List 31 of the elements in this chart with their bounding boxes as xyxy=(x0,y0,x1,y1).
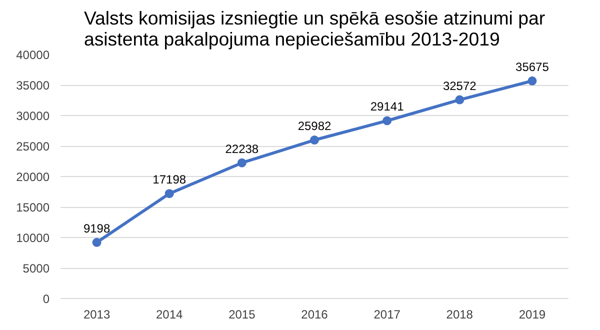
y-tick-label: 40000 xyxy=(16,48,50,62)
y-tick-label: 10000 xyxy=(16,231,50,245)
y-tick-label: 35000 xyxy=(16,78,50,92)
data-label: 9198 xyxy=(83,221,110,236)
x-tick-label: 2015 xyxy=(228,308,256,322)
x-tick-label: 2018 xyxy=(446,308,474,322)
point xyxy=(164,189,174,198)
chart-title: Valsts komisijas izsniegtie un spēkā esošie atzinumi par asistenta pakalpojuma nepieciešamību 2013-2019 xyxy=(84,8,546,50)
data-label: 35675 xyxy=(516,60,550,74)
point xyxy=(237,158,246,168)
y-tick-label: 15000 xyxy=(16,200,50,214)
point xyxy=(310,136,319,144)
y-tick-label: 5000 xyxy=(22,262,50,276)
x-tick-label: 2017 xyxy=(374,308,401,322)
x-tick-label: 2013 xyxy=(83,308,110,322)
data-label: 22238 xyxy=(225,142,259,156)
point xyxy=(382,116,392,126)
data-label: 29141 xyxy=(370,100,404,114)
point xyxy=(92,238,102,247)
data-label: 32572 xyxy=(442,78,477,93)
point xyxy=(528,76,537,86)
data-label: 17198 xyxy=(152,172,186,187)
y-tick-label: 25000 xyxy=(16,140,50,154)
x-tick-label: 2016 xyxy=(301,308,328,322)
y-tick-label: 0 xyxy=(42,292,50,306)
x-tick-label: 2014 xyxy=(156,308,184,322)
y-tick-label: 30000 xyxy=(16,109,50,123)
data-label: 25982 xyxy=(298,119,332,134)
x-tick-label: 2019 xyxy=(518,308,546,322)
y-tick-label: 20000 xyxy=(16,170,50,184)
point xyxy=(455,95,464,104)
